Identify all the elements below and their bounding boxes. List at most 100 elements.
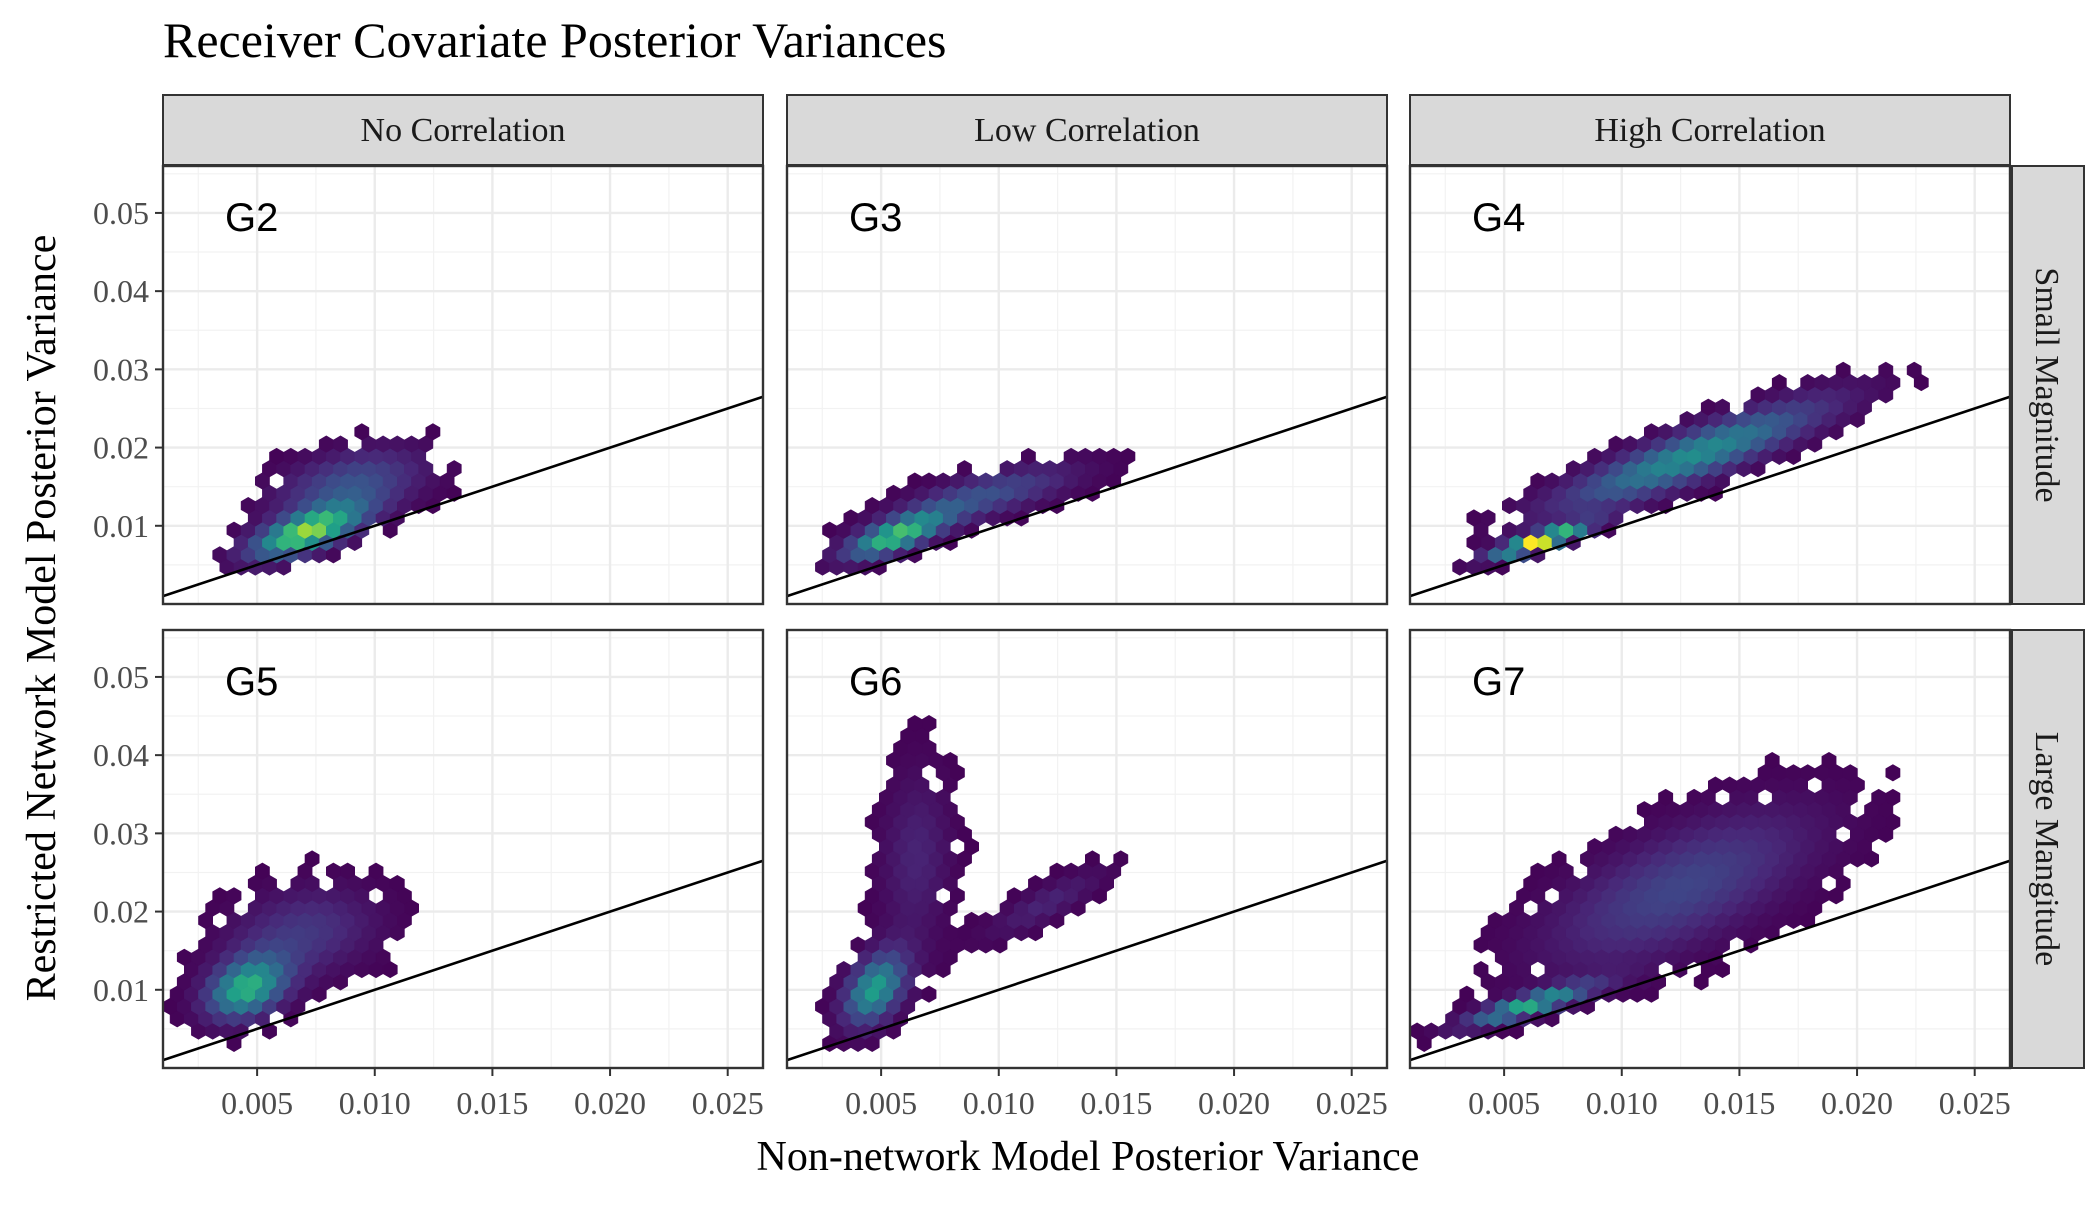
x-tick-label: 0.015 [456,1085,528,1121]
x-tick-label: 0.010 [963,1085,1035,1121]
panel-border [161,164,765,606]
panel-label-G7: G7 [1472,660,1525,704]
x-tick-label: 0.020 [574,1085,646,1121]
panel-label-G6: G6 [849,660,902,704]
col-strip-label-2: High Correlation [1594,112,1825,149]
hexbin-layer [815,715,1129,1052]
panel-border [161,628,765,1070]
hex-bin [1835,361,1851,379]
hex-bin [1878,361,1894,379]
hex-bin [921,985,937,1003]
y-tick-label: 0.02 [93,430,149,466]
reference-line [1410,859,2010,1062]
hex-bin [340,862,356,880]
hexbin-layer [163,850,420,1052]
panel-G3: G3 [785,164,1389,606]
row-strip-label-1: Large Mangitude [2028,732,2065,966]
hex-bin [333,435,348,453]
col-strip-1 [786,94,1388,166]
x-tick-label: 0.020 [1198,1085,1270,1121]
hex-bin [354,423,370,441]
y-tick-label: 0.03 [93,351,149,387]
hex-bin [1842,764,1858,782]
hex-bin [1771,374,1787,392]
x-tick-label: 0.005 [221,1085,293,1121]
panel-label-G3: G3 [849,196,902,240]
x-tick-label: 0.005 [1468,1085,1540,1121]
x-tick-label: 0.025 [1316,1085,1388,1121]
hex-bin [389,874,405,893]
panel-border [785,628,1389,1070]
hexbin-layer [1410,751,1901,1052]
row-strip-0 [2011,165,2085,605]
panel-G5: G5 0.01 0.02 0.03 0.04 0.05 0.005 0.010 0.015 0.0… [93,628,765,1121]
col-strip-0 [162,94,764,166]
x-tick-label: 0.025 [692,1085,764,1121]
row-strip-label-0: Small Magnitude [2028,267,2065,502]
hex-bin [1020,447,1036,465]
panel-G6: G6 0.005 0.010 0.015 0.020 0.025 [785,628,1389,1121]
x-tick-label: 0.010 [339,1085,411,1121]
y-tick-label: 0.01 [93,508,149,544]
hex-bin [446,460,462,478]
chart-title: Receiver Covariate Posterior Variances [163,12,947,68]
panel-label-G4: G4 [1472,196,1525,240]
panel-G2: G2 0.01 0.02 0.03 0.04 0.05 [93,164,765,606]
y-tick-label: 0.02 [93,894,149,930]
reference-line [787,395,1387,598]
hex-bin [1658,788,1674,806]
hex-bin [255,862,270,880]
hex-bin [1764,751,1780,770]
hexbin-layer [815,447,1136,576]
panel-border [1408,628,2012,1070]
hex-bin [1906,361,1922,379]
hex-bin [1120,447,1136,465]
hex-bin [921,715,937,733]
x-tick-label: 0.015 [1703,1085,1775,1121]
hex-bin [1885,764,1901,782]
x-tick-label: 0.025 [1939,1085,2011,1121]
hex-bin [1459,985,1475,1003]
hex-bin [368,862,384,880]
x-tick-label: 0.010 [1586,1085,1658,1121]
hex-bin [1885,788,1901,806]
x-tick-label: 0.005 [845,1085,917,1121]
hex-bin [1821,751,1837,770]
y-tick-label: 0.01 [93,972,149,1008]
reference-line [1410,395,2010,598]
hex-bin [1551,850,1567,868]
panel-label-G2: G2 [225,196,278,240]
hexbin-layer [1452,361,1929,576]
x-tick-label: 0.015 [1080,1085,1152,1121]
x-axis-title: Non-network Model Posterior Variance [757,1134,1420,1180]
hexbin-layer [212,423,462,576]
hex-bin [1085,850,1100,868]
hex-bin [226,887,242,905]
y-tick-label: 0.05 [93,659,149,695]
panel-border [785,164,1389,606]
y-axis-title: Restricted Network Model Posterior Varia… [19,235,65,1002]
hex-bin [1715,398,1730,416]
hex-bin [1480,509,1496,527]
panel-G7: G7 0.005 0.010 0.015 0.020 0.025 [1408,628,2012,1121]
hex-bin [1473,961,1489,979]
y-tick-label: 0.03 [93,815,149,851]
row-strip-1 [2011,629,2085,1069]
reference-line [163,859,763,1062]
hex-bin [942,751,958,770]
col-strip-label-1: Low Correlation [974,112,1200,149]
panel-border [1408,164,2012,606]
panels-layer: No Correlation Low Correlation High Correl… [93,94,2085,1121]
y-tick-label: 0.04 [93,273,149,309]
y-tick-label: 0.05 [93,195,149,231]
reference-line [787,859,1387,1062]
hex-bin [957,460,972,478]
panel-label-G5: G5 [225,660,278,704]
panel-G4: G4 [1408,164,2012,606]
hex-bin [1113,850,1129,868]
y-tick-label: 0.04 [93,737,149,773]
hex-bin [304,850,320,868]
hex-bin [425,423,441,441]
